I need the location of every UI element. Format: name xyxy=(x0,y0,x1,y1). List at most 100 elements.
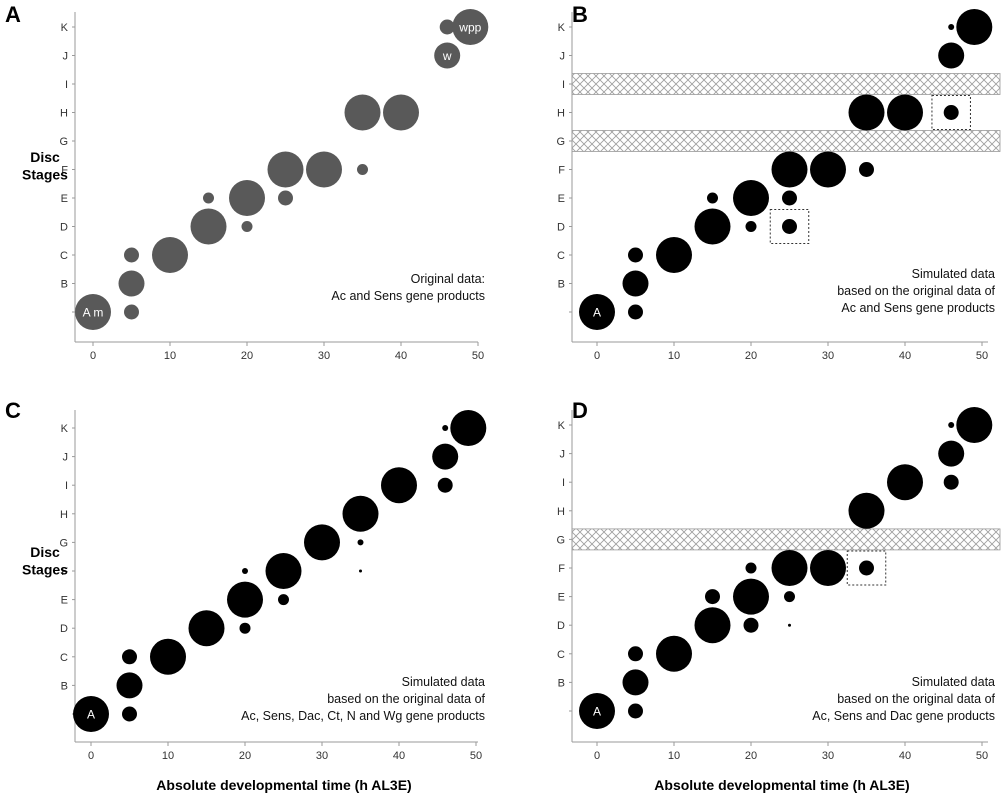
panel-b: B B C D E F G H I J K 0 10 20 30 40 50 A Simulated data bas… xyxy=(556,2,1001,362)
y-tick-label: J xyxy=(63,452,69,464)
y-tick-label: C xyxy=(557,250,565,262)
x-tick-label: 10 xyxy=(162,750,174,762)
bubble-point xyxy=(694,208,731,245)
bubble-point xyxy=(434,42,461,69)
panel-letter: B xyxy=(572,2,588,27)
y-axis-title-line: Disc xyxy=(30,149,60,165)
highlight-box xyxy=(931,95,971,130)
y-tick-label: J xyxy=(560,51,566,63)
hatched-band-stage-g xyxy=(571,130,1001,152)
bubble-point xyxy=(357,164,368,175)
bubble-point xyxy=(450,410,487,446)
bubble-point xyxy=(203,192,214,204)
bubble-label: wpp xyxy=(458,21,481,35)
bubble-point xyxy=(190,208,227,245)
annotation-line: Simulated data xyxy=(402,675,485,689)
bubble-point xyxy=(810,550,846,586)
y-tick-label: K xyxy=(558,420,566,432)
x-tick-label: 30 xyxy=(318,350,330,362)
bubble-point xyxy=(381,467,417,504)
x-tick-label: 30 xyxy=(822,350,834,362)
bubble-point xyxy=(628,304,643,320)
x-tick-label: 50 xyxy=(472,350,484,362)
y-tick-label: C xyxy=(60,250,68,262)
y-tick-label: K xyxy=(558,22,566,34)
y-tick-label: F xyxy=(558,165,565,177)
bubble-point xyxy=(439,19,455,35)
bubble-label: A xyxy=(593,306,601,320)
highlight-box xyxy=(846,550,887,586)
y-tick-label: G xyxy=(59,136,68,148)
x-tick-label: 40 xyxy=(393,750,405,762)
bubble-label: w xyxy=(442,49,452,63)
bubble-point xyxy=(707,192,718,204)
annotation-line: Simulated data xyxy=(912,675,995,689)
x-tick-label: 50 xyxy=(976,750,988,762)
bubble-point xyxy=(265,553,302,589)
bubble-point xyxy=(116,672,143,699)
x-tick-label: 20 xyxy=(745,350,757,362)
x-axis-title-left: Absolute developmental time (h AL3E) xyxy=(156,777,411,793)
bubble-point xyxy=(848,492,885,529)
bubble-label: A xyxy=(593,705,601,719)
y-tick-label: D xyxy=(557,222,565,234)
y-axis-title-top: Disc Stages xyxy=(22,149,68,183)
bubble-point xyxy=(705,589,720,605)
bubble-point xyxy=(267,151,304,188)
y-tick-label: E xyxy=(61,193,68,205)
bubble-point xyxy=(943,105,959,120)
y-tick-label: G xyxy=(59,537,68,549)
x-tick-label: 10 xyxy=(164,350,176,362)
y-tick-label: C xyxy=(557,649,565,661)
y-tick-label: G xyxy=(556,136,565,148)
x-tick-label: 10 xyxy=(668,350,680,362)
y-tick-label: B xyxy=(61,279,68,291)
bubble-point xyxy=(784,591,795,603)
bubble-point xyxy=(342,495,379,532)
bubble-point xyxy=(628,247,643,263)
x-tick-label: 40 xyxy=(899,350,911,362)
bubble-point xyxy=(694,607,731,644)
annotation-line: Original data: xyxy=(411,272,485,286)
bubble-point xyxy=(242,568,248,574)
bubble-point xyxy=(437,477,453,493)
y-tick-label: G xyxy=(556,534,565,546)
y-axis-title-line: Disc xyxy=(30,544,60,560)
x-tick-label: 0 xyxy=(90,350,96,362)
panel-letter: C xyxy=(5,398,21,423)
bubble-label: A xyxy=(87,708,95,722)
y-tick-label: F xyxy=(558,563,565,575)
x-tick-label: 0 xyxy=(88,750,94,762)
hatched-band-stage-g xyxy=(571,528,1001,551)
x-tick-label: 40 xyxy=(899,750,911,762)
bubble-point xyxy=(118,270,145,297)
y-tick-label: K xyxy=(61,423,69,435)
bubble-point xyxy=(859,162,874,177)
y-tick-label: H xyxy=(557,108,565,120)
bubble-point xyxy=(150,638,186,675)
y-tick-label: F xyxy=(61,566,68,578)
bubble-point xyxy=(306,151,342,188)
bubble-point xyxy=(622,270,649,297)
y-tick-label: J xyxy=(63,51,69,63)
y-tick-label: J xyxy=(560,449,566,461)
x-tick-label: 30 xyxy=(316,750,328,762)
y-tick-label: I xyxy=(65,79,68,91)
bubble-point xyxy=(733,578,769,615)
bubble-point xyxy=(887,464,923,501)
y-tick-label: H xyxy=(557,506,565,518)
annotation-line: Simulated data xyxy=(912,267,995,281)
bubble-point xyxy=(628,703,643,719)
x-tick-label: 30 xyxy=(822,750,834,762)
x-tick-label: 10 xyxy=(668,750,680,762)
bubble-point xyxy=(357,539,364,546)
annotation-line: Ac, Sens, Dac, Ct, N and Wg gene product… xyxy=(241,709,485,723)
bubble-point xyxy=(656,237,692,273)
bubble-point xyxy=(745,221,757,232)
bubble-point xyxy=(743,617,759,633)
y-tick-label: F xyxy=(61,165,68,177)
bubble-point xyxy=(938,42,965,69)
bubble-point xyxy=(229,180,265,216)
bubble-point xyxy=(810,151,846,188)
